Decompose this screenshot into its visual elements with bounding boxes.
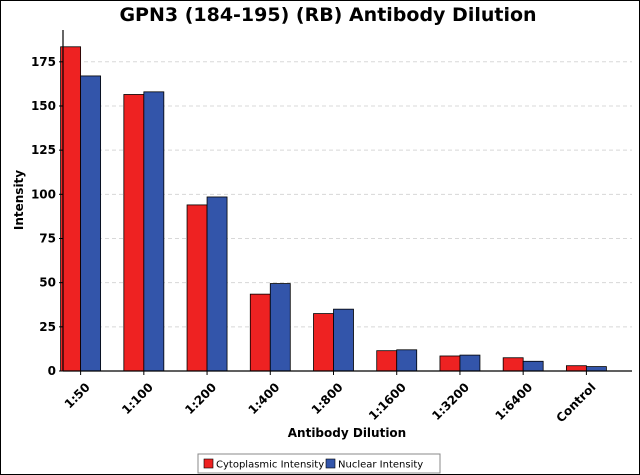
bar-nuclear-7 (459, 354, 481, 372)
legend-label-nuclear: Nuclear Intensity (338, 460, 423, 471)
x-tick-label: 1:400 (245, 380, 282, 417)
axes (62, 30, 632, 372)
bars-group (60, 46, 607, 372)
legend-swatch-nuclear (325, 458, 336, 469)
bar-cytoplasmic-1 (60, 46, 82, 372)
x-tick-label: Control (554, 380, 599, 425)
y-tick-label: 25 (39, 320, 56, 334)
legend-swatch-cytoplasmic (203, 458, 214, 469)
chart-title: GPN3 (184-195) (RB) Antibody Dilution (119, 4, 536, 26)
x-tick-label: 1:800 (309, 380, 346, 417)
legend: Cytoplasmic Intensity Nuclear Intensity (197, 453, 441, 474)
legend-box (197, 453, 441, 474)
bar-cytoplasmic-4 (249, 293, 271, 372)
x-tick-label: 1:3200 (429, 380, 472, 423)
bar-nuclear-2 (143, 91, 165, 372)
bar-nuclear-4 (269, 283, 291, 372)
x-tick-label: 1:100 (119, 380, 156, 417)
bar-nuclear-1 (80, 75, 102, 372)
x-tick-label: 1:200 (182, 380, 219, 417)
bar-cytoplasmic-2 (123, 94, 145, 372)
bar-nuclear-5 (333, 308, 354, 372)
y-axis-label: Intensity (12, 170, 26, 230)
bar-cytoplasmic-6 (376, 350, 398, 372)
x-tick-label: 1:6400 (492, 380, 535, 423)
y-axis-ticks: 0 25 50 75 100 125 150 175 (31, 55, 63, 378)
y-tick-label: 50 (39, 276, 56, 290)
x-tick-label: 1:1600 (366, 380, 409, 423)
bar-cytoplasmic-7 (439, 355, 461, 372)
y-tick-label: 150 (31, 99, 56, 113)
x-tick-label: 1:50 (62, 380, 93, 411)
bar-nuclear-9 (585, 366, 607, 372)
y-tick-label: 100 (31, 187, 56, 201)
y-tick-label: 125 (31, 143, 56, 157)
bar-cytoplasmic-3 (186, 204, 208, 372)
bar-cytoplasmic-9 (565, 365, 587, 372)
bar-nuclear-6 (396, 349, 418, 372)
x-axis-ticks: 1:50 1:100 1:200 1:400 1:800 1:1600 1:3200 1:64… (62, 371, 599, 425)
y-tick-label: 0 (48, 364, 56, 378)
y-tick-label: 75 (39, 231, 56, 245)
bar-cytoplasmic-8 (502, 357, 524, 372)
x-axis-label: Antibody Dilution (288, 426, 406, 440)
bar-nuclear-3 (206, 196, 228, 372)
bar-cytoplasmic-5 (313, 313, 334, 372)
legend-label-cytoplasmic: Cytoplasmic Intensity (216, 460, 324, 471)
y-tick-label: 175 (31, 55, 56, 69)
bar-nuclear-8 (522, 360, 544, 372)
